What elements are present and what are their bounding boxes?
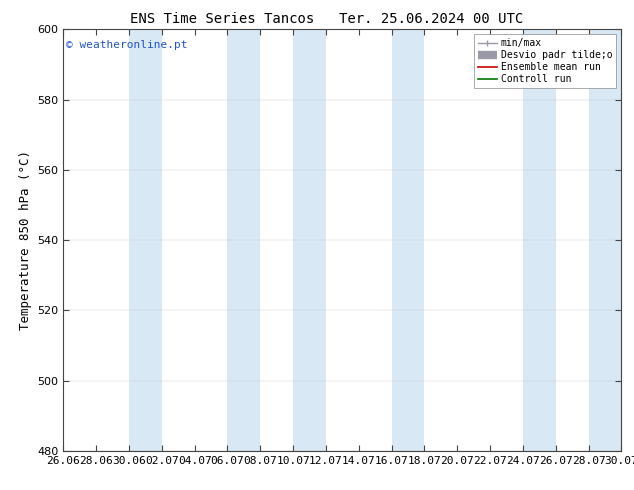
Text: Ter. 25.06.2024 00 UTC: Ter. 25.06.2024 00 UTC xyxy=(339,12,523,26)
Text: ENS Time Series Tancos: ENS Time Series Tancos xyxy=(130,12,314,26)
Bar xyxy=(523,29,555,451)
Bar xyxy=(228,29,261,451)
Bar xyxy=(588,29,621,451)
Bar xyxy=(392,29,424,451)
Bar xyxy=(129,29,162,451)
Text: © weatheronline.pt: © weatheronline.pt xyxy=(66,40,188,50)
Bar xyxy=(293,29,326,451)
Legend: min/max, Desvio padr tilde;o, Ensemble mean run, Controll run: min/max, Desvio padr tilde;o, Ensemble m… xyxy=(474,34,616,88)
Y-axis label: Temperature 850 hPa (°C): Temperature 850 hPa (°C) xyxy=(19,150,32,330)
